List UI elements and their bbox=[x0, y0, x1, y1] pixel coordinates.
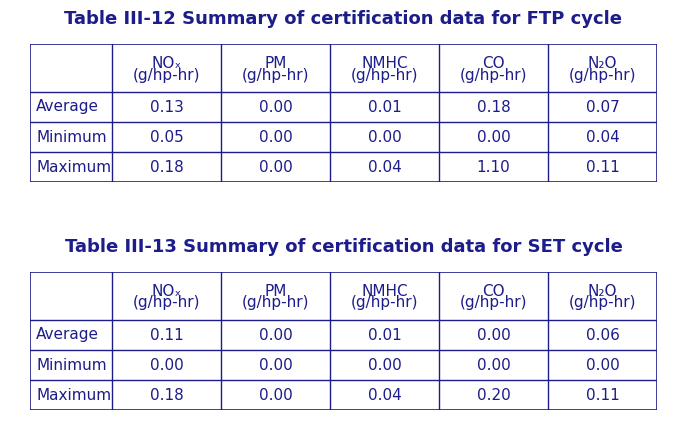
Text: (g/hp-hr): (g/hp-hr) bbox=[460, 67, 527, 82]
Text: 0.00: 0.00 bbox=[477, 358, 510, 373]
Text: (g/hp-hr): (g/hp-hr) bbox=[460, 295, 527, 311]
Text: Minimum: Minimum bbox=[36, 129, 106, 144]
Text: Maximum: Maximum bbox=[36, 159, 111, 175]
Text: Minimum: Minimum bbox=[36, 358, 106, 373]
Text: PM: PM bbox=[264, 55, 286, 70]
Text: 0.00: 0.00 bbox=[258, 388, 293, 403]
Text: 0.04: 0.04 bbox=[368, 159, 401, 175]
Text: (g/hp-hr): (g/hp-hr) bbox=[351, 295, 418, 311]
Text: NOₓ: NOₓ bbox=[151, 284, 181, 299]
Text: N₂O: N₂O bbox=[588, 55, 617, 70]
Text: 0.00: 0.00 bbox=[258, 358, 293, 373]
Text: (g/hp-hr): (g/hp-hr) bbox=[569, 67, 636, 82]
Text: 0.18: 0.18 bbox=[150, 388, 183, 403]
Text: 0.05: 0.05 bbox=[150, 129, 183, 144]
Text: 0.18: 0.18 bbox=[477, 100, 510, 114]
Text: 0.04: 0.04 bbox=[585, 129, 620, 144]
Text: (g/hp-hr): (g/hp-hr) bbox=[242, 67, 309, 82]
Text: 0.00: 0.00 bbox=[477, 129, 510, 144]
Text: 0.00: 0.00 bbox=[368, 129, 401, 144]
Text: 0.00: 0.00 bbox=[150, 358, 183, 373]
Text: N₂O: N₂O bbox=[588, 284, 617, 299]
Text: 0.00: 0.00 bbox=[258, 327, 293, 342]
Text: PM: PM bbox=[264, 284, 286, 299]
Text: 0.11: 0.11 bbox=[150, 327, 183, 342]
Text: Maximum: Maximum bbox=[36, 388, 111, 403]
Text: 0.04: 0.04 bbox=[368, 388, 401, 403]
Text: 0.07: 0.07 bbox=[585, 100, 620, 114]
Text: 1.10: 1.10 bbox=[477, 159, 510, 175]
Text: 0.13: 0.13 bbox=[150, 100, 183, 114]
Text: 0.00: 0.00 bbox=[258, 129, 293, 144]
Text: 0.00: 0.00 bbox=[585, 358, 620, 373]
Text: 0.00: 0.00 bbox=[477, 327, 510, 342]
Text: Table III-13 Summary of certification data for SET cycle: Table III-13 Summary of certification da… bbox=[65, 238, 622, 256]
Text: 0.20: 0.20 bbox=[477, 388, 510, 403]
Text: 0.01: 0.01 bbox=[368, 100, 401, 114]
Text: NMHC: NMHC bbox=[361, 55, 408, 70]
Text: 0.00: 0.00 bbox=[258, 159, 293, 175]
Text: (g/hp-hr): (g/hp-hr) bbox=[133, 295, 200, 311]
Text: 0.06: 0.06 bbox=[585, 327, 620, 342]
Text: CO: CO bbox=[482, 284, 505, 299]
Text: 0.18: 0.18 bbox=[150, 159, 183, 175]
Text: 0.00: 0.00 bbox=[258, 100, 293, 114]
Text: 0.01: 0.01 bbox=[368, 327, 401, 342]
Text: (g/hp-hr): (g/hp-hr) bbox=[569, 295, 636, 311]
Text: Average: Average bbox=[36, 327, 99, 342]
Text: NMHC: NMHC bbox=[361, 284, 408, 299]
Text: 0.00: 0.00 bbox=[368, 358, 401, 373]
Text: (g/hp-hr): (g/hp-hr) bbox=[242, 295, 309, 311]
Text: (g/hp-hr): (g/hp-hr) bbox=[133, 67, 200, 82]
Text: Table III-12 Summary of certification data for FTP cycle: Table III-12 Summary of certification da… bbox=[65, 10, 622, 28]
Text: 0.11: 0.11 bbox=[585, 388, 620, 403]
Text: 0.11: 0.11 bbox=[585, 159, 620, 175]
Text: Average: Average bbox=[36, 100, 99, 114]
Text: CO: CO bbox=[482, 55, 505, 70]
Text: (g/hp-hr): (g/hp-hr) bbox=[351, 67, 418, 82]
Text: NOₓ: NOₓ bbox=[151, 55, 181, 70]
